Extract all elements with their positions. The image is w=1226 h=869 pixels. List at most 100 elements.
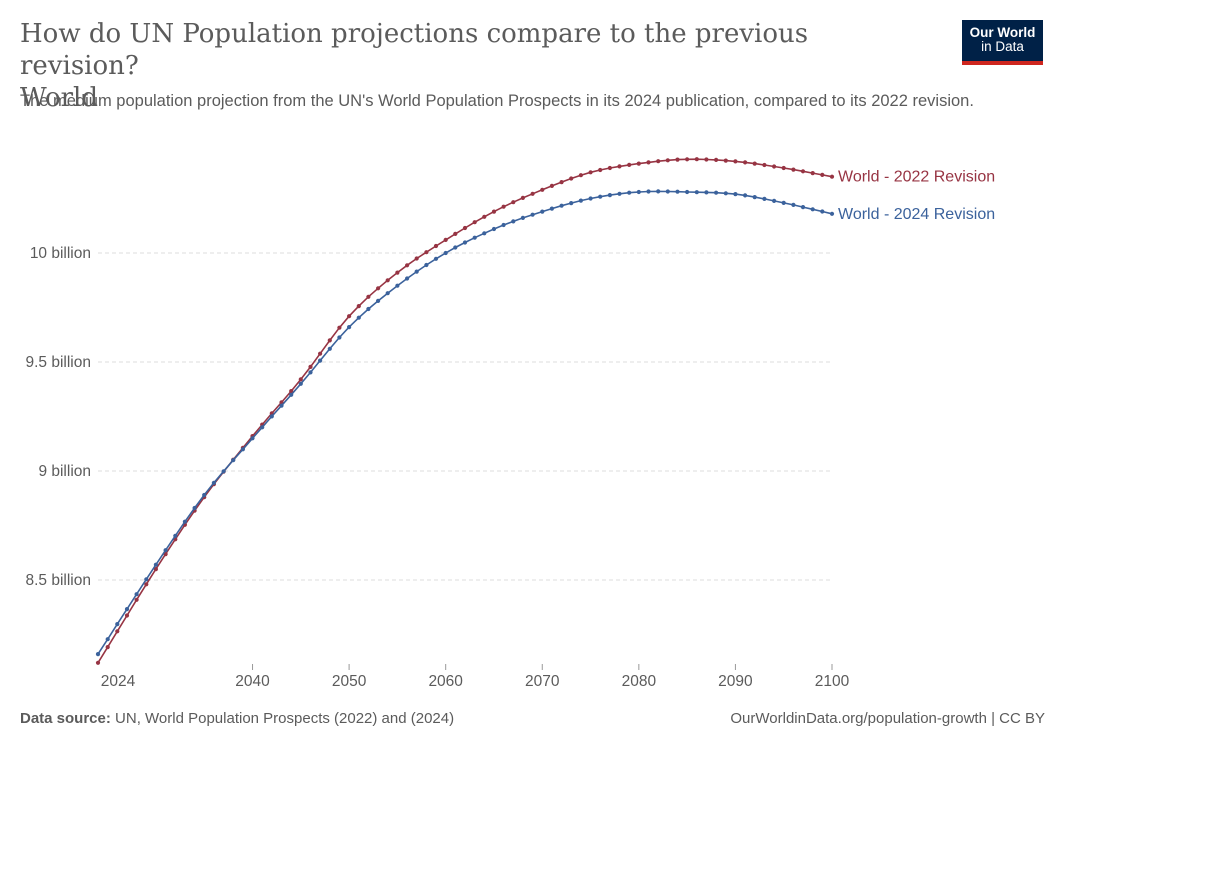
y-tick-label: 10 billion: [30, 245, 91, 262]
data-point: [540, 187, 545, 192]
data-point: [453, 231, 458, 236]
data-point: [115, 622, 120, 627]
data-point: [646, 160, 651, 165]
data-point: [260, 425, 265, 430]
series-label: World - 2024 Revision: [838, 206, 995, 223]
footer: Data source: UN, World Population Prospe…: [20, 710, 1045, 727]
data-point: [781, 200, 786, 205]
data-point: [289, 389, 294, 394]
data-point: [781, 165, 786, 171]
data-point: [820, 209, 825, 214]
series-line-2024: [97, 190, 833, 655]
data-point: [202, 492, 207, 498]
data-point: [762, 196, 767, 201]
line-chart: 8.5 billion 9 billion 9.5 billion 10 billio…: [26, 157, 995, 690]
data-point: [607, 165, 613, 171]
data-point: [395, 270, 400, 275]
data-point: [791, 202, 796, 207]
data-point: [820, 172, 825, 177]
data-point: [636, 161, 641, 166]
data-point: [250, 436, 255, 441]
data-point: [829, 211, 835, 216]
data-point: [105, 645, 110, 650]
data-point: [646, 189, 651, 194]
x-tick-label: 2070: [525, 673, 560, 690]
data-point: [115, 629, 120, 634]
data-point: [723, 158, 728, 163]
data-point: [192, 505, 197, 511]
data-point: [559, 203, 564, 208]
data-point: [665, 189, 670, 194]
data-point: [617, 191, 622, 196]
data-point: [433, 256, 439, 261]
data-point: [733, 159, 738, 164]
data-point: [211, 480, 216, 485]
data-point: [733, 192, 738, 197]
chart-title: How do UN Population projections compare…: [20, 18, 920, 114]
data-point: [482, 231, 487, 236]
data-point: [376, 286, 381, 291]
data-point: [588, 196, 593, 201]
data-source: Data source: UN, World Population Prospe…: [20, 710, 454, 727]
data-point: [462, 225, 468, 231]
data-point: [800, 169, 806, 174]
data-point: [105, 637, 110, 642]
data-point: [424, 250, 429, 255]
data-point: [617, 164, 622, 169]
logo-line-1: Our World: [969, 25, 1036, 40]
x-tick-label: 2080: [622, 673, 657, 690]
x-tick-label: 2100: [815, 673, 850, 690]
data-point: [694, 157, 699, 162]
data-point: [414, 256, 419, 261]
data-point: [327, 346, 332, 351]
data-point: [482, 214, 487, 219]
data-point: [124, 613, 130, 618]
data-point: [791, 167, 796, 172]
data-point: [279, 403, 284, 408]
data-point: [491, 209, 497, 214]
x-tick-label: 2060: [428, 673, 463, 690]
our-world-in-data-logo[interactable]: Our World in Data: [962, 20, 1043, 65]
data-point: [221, 469, 226, 474]
data-point: [530, 212, 535, 217]
data-point: [772, 198, 777, 203]
data-point: [569, 201, 574, 206]
data-point: [772, 164, 777, 169]
data-point: [810, 207, 815, 212]
license-link[interactable]: OurWorldinData.org/population-growth | C…: [730, 710, 1045, 727]
data-point: [675, 189, 680, 194]
x-tick-label: 2040: [235, 673, 270, 690]
data-point: [182, 519, 187, 524]
data-point: [627, 190, 632, 195]
data-point: [144, 582, 149, 587]
data-point: [714, 157, 719, 162]
data-point: [376, 298, 381, 303]
data-point: [443, 237, 448, 242]
data-point: [685, 189, 690, 195]
data-point: [675, 157, 680, 162]
data-point: [308, 370, 313, 375]
data-point: [743, 193, 748, 198]
data-point: [462, 240, 468, 245]
series-line-2022: [97, 158, 833, 664]
y-tick-label: 9 billion: [38, 463, 91, 480]
data-point: [578, 198, 584, 203]
data-point: [501, 222, 506, 228]
data-point: [173, 533, 178, 538]
data-point: [337, 335, 342, 340]
data-point: [414, 269, 419, 274]
logo-line-2: in Data: [981, 39, 1024, 54]
data-point: [520, 215, 526, 220]
data-point: [752, 161, 757, 166]
data-point: [694, 190, 699, 195]
data-point: [491, 226, 497, 232]
series-label: World - 2022 Revision: [838, 169, 995, 186]
data-point: [124, 607, 130, 612]
data-point: [405, 263, 410, 268]
data-point: [472, 235, 477, 240]
chart-subtitle: The medium population projection from th…: [20, 92, 974, 110]
data-point: [366, 306, 371, 312]
data-point: [405, 276, 410, 281]
data-point: [743, 160, 748, 165]
data-point: [656, 189, 661, 194]
